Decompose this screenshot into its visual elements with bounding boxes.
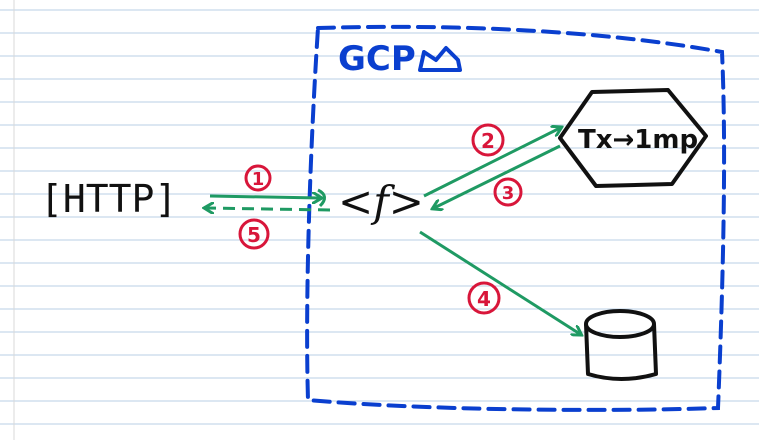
gcp-label: GCP [338, 39, 416, 79]
arrow-request [209, 196, 320, 198]
arrow-transform-result [434, 144, 561, 208]
step-badge-2: 2 [471, 123, 505, 157]
transform-hexagon [558, 88, 708, 188]
database-cylinder [584, 309, 658, 381]
arrow-call-transform [423, 128, 560, 198]
step-number: 5 [247, 223, 261, 247]
ruled-paper-lines [0, 9, 759, 425]
arrow-response [206, 208, 331, 210]
arrow-store-db [419, 230, 580, 334]
function-label: <f> [338, 177, 424, 226]
arrow-request-curl [317, 188, 326, 208]
gcp-boundary [305, 24, 727, 412]
gcp-logo-icon [418, 46, 462, 72]
step-number: 3 [502, 183, 515, 204]
transform-label: Tx→1mp [578, 125, 698, 155]
step-badge-5: 5 [238, 218, 270, 250]
step-badge-1: 1 [244, 164, 272, 192]
http-client-label: [HTTP] [40, 177, 177, 221]
step-badge-3: 3 [493, 177, 523, 207]
step-badge-4: 4 [467, 281, 501, 315]
step-number: 4 [477, 287, 491, 311]
step-number: 2 [481, 129, 495, 153]
step-number: 1 [252, 169, 265, 190]
